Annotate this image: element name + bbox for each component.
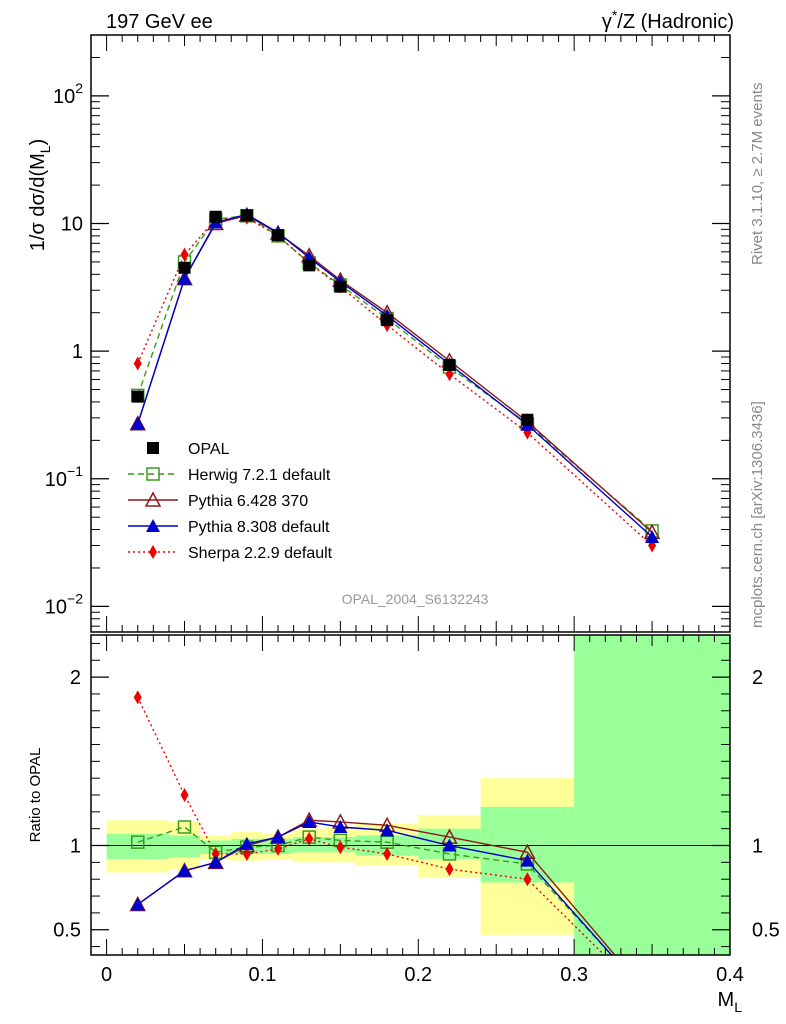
data-point-marker [381, 314, 394, 327]
series-pythia-6-428-370 [129, 206, 661, 540]
main-panel-axes: 10−2 10−1 1 10 102 [45, 34, 731, 632]
x-tick-label: 0.4 [716, 964, 744, 986]
legend-label: Pythia 8.308 default [188, 519, 330, 536]
series-herwig-7-2-1-default [131, 209, 659, 538]
main-panel-series [129, 206, 661, 553]
x-tick-label: 0.2 [404, 964, 432, 986]
ratio-y-tick-label: 0.5 [53, 920, 81, 942]
data-point-marker [209, 210, 222, 223]
x-tick-label: 0 [101, 964, 112, 986]
data-point-marker [133, 690, 142, 705]
data-point-marker [146, 467, 160, 481]
series-line [137, 213, 653, 538]
header-right-label: γ*/Z (Hadronic) [602, 7, 734, 33]
legend: OPAL Herwig 7.2.1 default Pythia 6.428 370… [128, 441, 333, 562]
ratio-band-inner [574, 635, 730, 955]
data-point-marker [383, 846, 392, 861]
ratio-panel-axes: 0.5 0.5 1 1 2 2 0 0.1 0.2 0.3 0.4 [53, 635, 780, 986]
data-point-marker [130, 897, 145, 911]
data-point-marker [272, 229, 285, 242]
data-point-marker [645, 529, 660, 543]
rivet-label: Rivet 3.1.10, ≥ 2.7M events [749, 83, 766, 266]
data-point-marker [180, 247, 189, 262]
data-point-marker [303, 259, 316, 272]
data-point-marker [334, 280, 347, 293]
analysis-watermark: OPAL_2004_S6132243 [342, 591, 489, 607]
legend-entry: Pythia 8.308 default [128, 519, 330, 536]
header-left-label: 197 GeV ee [106, 11, 213, 33]
data-point-marker [133, 356, 142, 371]
data-point-marker [443, 358, 456, 371]
data-point-marker [147, 442, 159, 454]
data-point-marker [144, 491, 162, 507]
ratio-uncertainty-bands [106, 635, 730, 955]
data-point-marker [646, 993, 658, 1005]
data-point-marker [146, 519, 160, 532]
data-point-marker [445, 862, 454, 877]
data-point-marker [645, 993, 659, 1006]
data-point-marker [177, 820, 192, 834]
ratio-panel-series [129, 690, 659, 1009]
data-point-marker [177, 863, 192, 877]
data-point-marker [302, 814, 317, 828]
x-axis-label: ML [718, 989, 743, 1015]
series-pythia-8-308-default [130, 814, 659, 1006]
data-point-marker [178, 261, 191, 274]
data-point-marker [333, 820, 348, 833]
data-point-marker [380, 823, 395, 837]
main-y-tick-label: 102 [53, 80, 83, 108]
data-point-marker [271, 830, 286, 844]
data-point-marker [239, 836, 254, 850]
main-y-tick-label: 10−1 [45, 463, 83, 491]
data-point-marker [131, 835, 145, 849]
data-point-marker [523, 872, 532, 887]
legend-label: Pythia 6.428 370 [188, 493, 308, 510]
data-point-marker [242, 846, 251, 861]
data-point-marker [131, 390, 144, 403]
data-point-marker [648, 995, 656, 1009]
ratio-y-tick-label-right: 0.5 [752, 920, 780, 942]
series-line [137, 217, 653, 547]
data-point-marker [520, 853, 535, 867]
data-point-marker [208, 855, 223, 869]
legend-label: Herwig 7.2.1 default [188, 467, 331, 484]
data-point-marker [274, 841, 283, 856]
legend-label: Sherpa 2.2.9 default [188, 545, 333, 562]
data-point-marker [149, 545, 157, 559]
main-panel-frame [90, 34, 731, 633]
main-y-axis-label: 1/σ dσ/d(ML) [27, 139, 53, 252]
series-opal [131, 209, 534, 426]
ratio-y-tick-label-right: 1 [752, 836, 763, 858]
main-y-tick-label: 10 [61, 214, 83, 236]
data-point-marker [521, 413, 534, 426]
data-point-marker [442, 838, 457, 852]
data-point-marker [645, 992, 659, 1005]
main-y-tick-label: 1 [72, 341, 83, 363]
legend-entry: OPAL [147, 441, 230, 458]
ratio-y-tick-label: 1 [70, 836, 81, 858]
x-tick-label: 0.1 [249, 964, 277, 986]
ratio-y-tick-label: 2 [70, 667, 81, 689]
data-point-marker [177, 271, 192, 285]
legend-entry: Herwig 7.2.1 default [128, 467, 331, 484]
data-point-marker [180, 788, 189, 802]
legend-entry: Pythia 6.428 370 [128, 491, 308, 510]
x-tick-label: 0.3 [560, 964, 588, 986]
data-point-marker [130, 416, 145, 430]
data-point-marker [240, 209, 253, 222]
data-point-marker [336, 840, 345, 855]
ratio-y-tick-label-right: 2 [752, 667, 763, 689]
data-point-marker [305, 831, 314, 846]
ratio-band-inner [106, 833, 169, 859]
mcplots-label: mcplots.cern.ch [arXiv:1306.3436] [749, 401, 766, 628]
main-y-tick-label: 10−2 [45, 590, 83, 618]
series-line [137, 214, 653, 533]
legend-entry: Sherpa 2.2.9 default [128, 545, 333, 562]
ratio-y-axis-label: Ratio to OPAL [27, 748, 44, 843]
ratio-band-inner [168, 835, 201, 858]
legend-label: OPAL [188, 441, 230, 458]
